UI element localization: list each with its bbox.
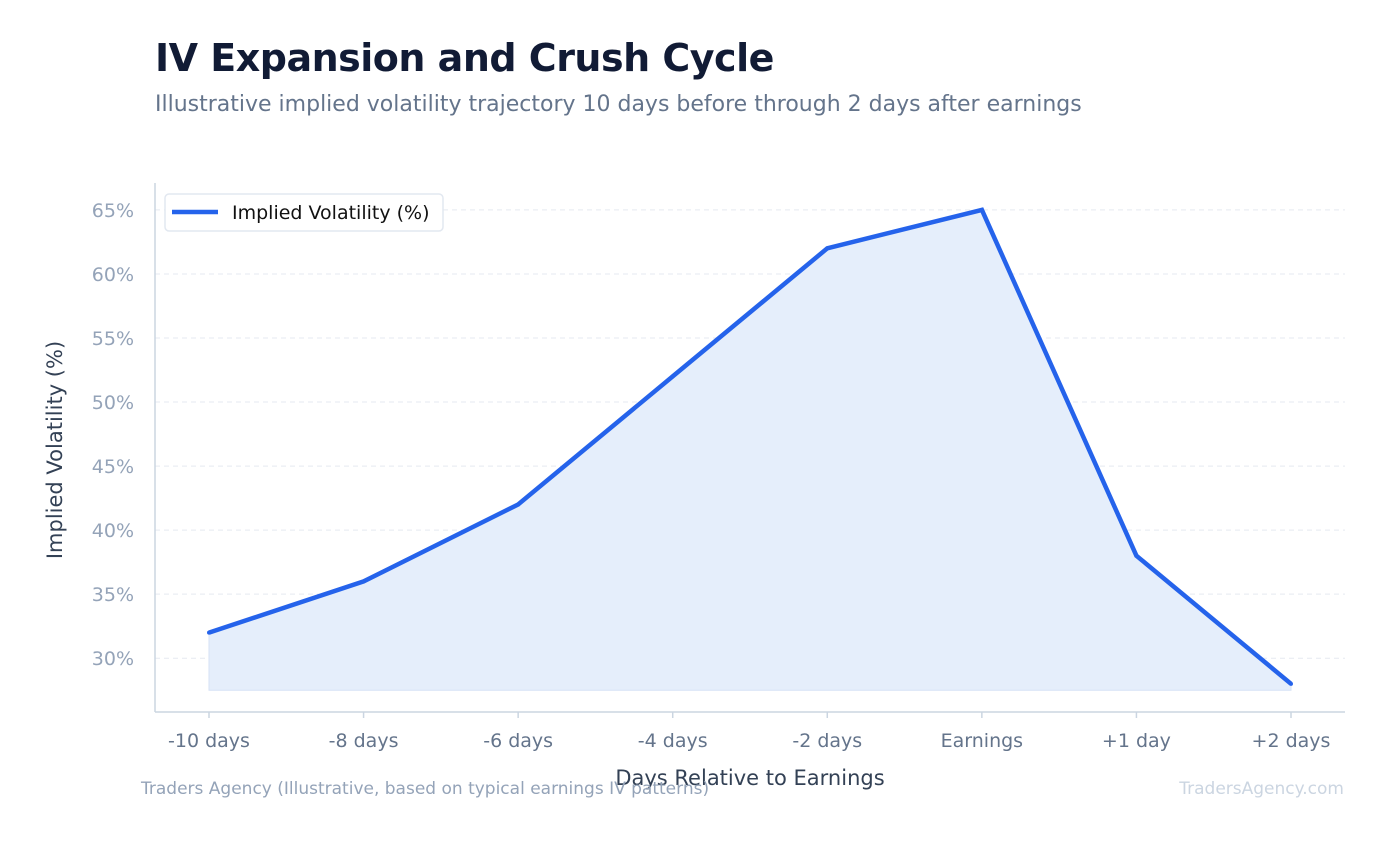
y-tick-label: 40% (92, 520, 134, 542)
data-points (207, 207, 1293, 686)
y-tick-label: 55% (92, 328, 134, 350)
y-axis-title: Implied Volatility (%) (43, 341, 67, 559)
legend-box (164, 193, 444, 232)
x-tick-label: -8 days (329, 730, 399, 752)
y-tick-labels: 30% 35% 40% 45% 50% 55% 60% 65% (92, 200, 134, 670)
legend: Implied Volatility (%) (164, 193, 444, 232)
y-tick-label: 45% (92, 456, 134, 478)
iv-series-line (208, 207, 1293, 686)
x-tick-label: +2 days (1252, 730, 1331, 752)
data-point (1289, 681, 1293, 686)
x-tick-label: -6 days (483, 730, 553, 752)
x-axis-title: Days Relative to Earnings (615, 766, 884, 790)
chart-title: IV Expansion and Crush Cycle (155, 36, 774, 80)
data-point (1134, 553, 1139, 558)
x-tick-label: Earnings (941, 730, 1023, 752)
data-point (207, 630, 211, 635)
data-point (670, 374, 675, 379)
data-point (825, 246, 830, 251)
x-tick-labels: -10 days -8 days -6 days -4 days -2 days Earn… (168, 730, 1330, 752)
data-point (361, 579, 366, 584)
chart-subtitle: Illustrative implied volatility trajecto… (155, 92, 1082, 117)
y-tick-label: 60% (92, 264, 134, 286)
x-tick-label: -2 days (792, 730, 862, 752)
y-tick-label: 35% (92, 584, 134, 606)
data-point (516, 502, 521, 507)
legend-label: Implied Volatility (%) (232, 202, 430, 224)
y-tick-label: 50% (92, 392, 134, 414)
x-tick-label: -10 days (168, 730, 250, 752)
data-point (979, 207, 984, 212)
source-note: Traders Agency (Illustrative, based on t… (141, 779, 710, 799)
brand-watermark: TradersAgency.com (1179, 779, 1344, 799)
x-tick-label: +1 day (1102, 730, 1171, 752)
x-tick-label: -4 days (638, 730, 708, 752)
iv-area-fill (208, 209, 1292, 691)
y-tick-label: 30% (92, 648, 134, 670)
y-tick-label: 65% (92, 200, 134, 222)
axes (154, 183, 1345, 718)
